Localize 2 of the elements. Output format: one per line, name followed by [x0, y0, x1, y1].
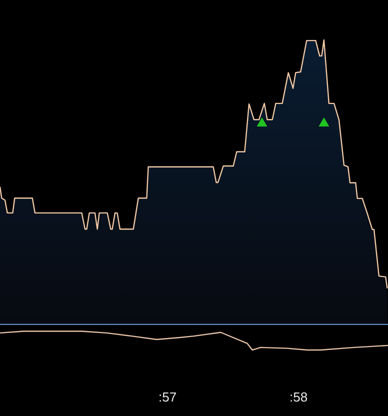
x-tick-label: :58	[289, 390, 308, 404]
x-tick-label: :57	[158, 390, 177, 404]
